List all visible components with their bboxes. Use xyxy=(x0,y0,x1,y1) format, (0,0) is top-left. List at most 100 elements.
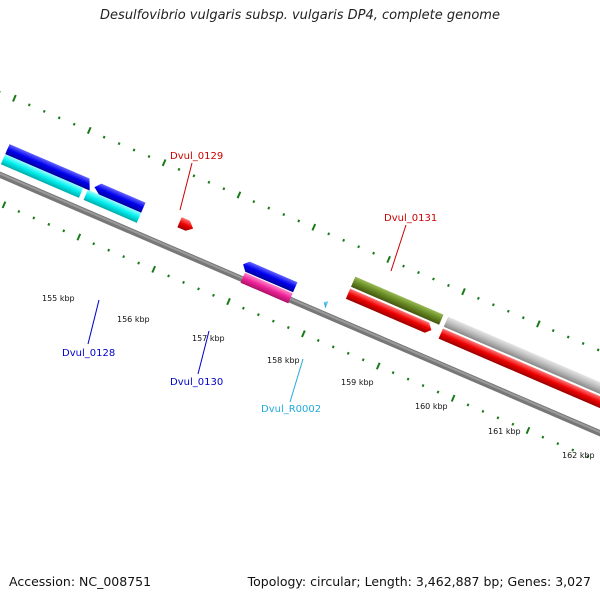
tick-label-155: 155 kbp xyxy=(42,294,75,303)
cyan-feature-b[interactable] xyxy=(83,189,142,223)
outer-scale-minor-tick xyxy=(566,335,570,339)
tick-label-159: 159 kbp xyxy=(341,378,374,387)
olive-feature[interactable] xyxy=(350,276,444,325)
outer-scale-minor-tick xyxy=(102,135,106,139)
outer-scale-minor-tick xyxy=(27,103,31,107)
outer-scale-minor-tick xyxy=(57,116,61,120)
outer-scale-minor-tick xyxy=(491,303,495,307)
outer-scale-minor-tick xyxy=(177,167,181,171)
inner-scale-major-tick xyxy=(151,265,156,273)
gene-dvul-r0002-feature[interactable] xyxy=(322,299,329,309)
leader-dvul-0131 xyxy=(390,224,407,272)
inner-scale-minor-tick xyxy=(212,293,215,297)
outer-scale-minor-tick xyxy=(342,238,346,242)
tick-label-160: 160 kbp xyxy=(415,402,448,411)
gene-dvul-0129-feature[interactable] xyxy=(177,217,195,233)
inner-scale-minor-tick xyxy=(421,384,425,388)
gene-label-dvul-r0002[interactable]: Dvul_R0002 xyxy=(261,404,321,415)
outer-scale-minor-tick xyxy=(521,316,525,320)
outer-scale-minor-tick xyxy=(432,277,435,281)
inner-scale-minor-tick xyxy=(32,216,36,220)
outer-scale-minor-tick xyxy=(147,154,151,159)
outer-scale-minor-tick xyxy=(117,142,121,146)
outer-scale-minor-tick xyxy=(207,180,211,184)
outer-scale-minor-tick xyxy=(506,309,510,313)
outer-scale-major-tick xyxy=(386,255,391,264)
outer-scale-minor-tick xyxy=(297,219,301,223)
tick-label-157: 157 kbp xyxy=(192,334,225,343)
leader-dvul-0128 xyxy=(87,299,100,345)
red-long-feature[interactable] xyxy=(438,328,600,418)
outer-scale-minor-tick xyxy=(596,348,600,352)
inner-scale-major-tick xyxy=(375,362,381,370)
gene-label-dvul-0129[interactable]: Dvul_0129 xyxy=(170,151,223,162)
inner-scale-minor-tick xyxy=(541,435,545,439)
outer-scale-major-tick xyxy=(461,288,466,296)
inner-scale-minor-tick xyxy=(481,409,485,413)
inner-scale-minor-tick xyxy=(466,403,470,407)
outer-scale-minor-tick xyxy=(327,232,331,236)
inner-scale-minor-tick xyxy=(92,242,96,246)
inner-scale-minor-tick xyxy=(316,338,320,342)
outer-scale-major-tick xyxy=(311,223,317,231)
grey-feature[interactable] xyxy=(443,316,600,406)
inner-scale-minor-tick xyxy=(256,313,260,317)
outer-scale-minor-tick xyxy=(581,341,585,346)
outer-scale-minor-tick xyxy=(282,212,286,217)
outer-scale-minor-tick xyxy=(447,283,450,287)
outer-scale-minor-tick xyxy=(0,90,1,94)
inner-scale-minor-tick xyxy=(391,371,395,375)
inner-scale-major-tick xyxy=(226,297,231,306)
inner-scale-minor-tick xyxy=(271,319,275,323)
map-title: Desulfovibrio vulgaris subsp. vulgaris D… xyxy=(100,8,500,23)
inner-scale-minor-tick xyxy=(286,326,290,330)
magenta-feature[interactable] xyxy=(240,272,293,304)
gene-dvul-0130-feature[interactable] xyxy=(241,260,298,293)
outer-scale-major-tick xyxy=(161,159,167,167)
outer-scale-minor-tick xyxy=(372,251,376,255)
inner-scale-minor-tick xyxy=(122,255,126,259)
inner-scale-minor-tick xyxy=(47,222,51,226)
outer-scale-minor-tick xyxy=(132,148,136,152)
outer-scale-minor-tick xyxy=(222,187,226,191)
outer-scale-major-tick xyxy=(12,94,17,102)
tick-label-156: 156 kbp xyxy=(117,315,150,324)
outer-scale-minor-tick xyxy=(476,296,480,300)
cyan-feature[interactable] xyxy=(0,154,84,198)
inner-scale-minor-tick xyxy=(17,209,21,214)
inner-scale-minor-tick xyxy=(496,416,500,420)
inner-scale-major-tick xyxy=(301,330,306,338)
inner-scale-minor-tick xyxy=(167,274,170,278)
tick-label-161: 161 kbp xyxy=(488,427,521,436)
leader-dvul-r0002 xyxy=(289,358,304,403)
outer-scale-minor-tick xyxy=(72,122,76,126)
outer-scale-minor-tick xyxy=(551,329,555,333)
gene-label-dvul-0130[interactable]: Dvul_0130 xyxy=(170,377,223,388)
inner-scale-minor-tick xyxy=(242,306,245,310)
outer-scale-major-tick xyxy=(86,126,92,135)
gene-dvul-0131-feature[interactable] xyxy=(345,288,434,335)
inner-scale-minor-tick xyxy=(556,442,560,446)
leader-dvul-0129 xyxy=(179,162,193,211)
outer-scale-major-tick xyxy=(536,320,541,328)
inner-scale-minor-tick xyxy=(436,390,440,394)
outer-scale-major-tick xyxy=(236,191,242,199)
gene-label-dvul-0128[interactable]: Dvul_0128 xyxy=(62,348,115,359)
inner-scale-minor-tick xyxy=(62,229,66,233)
outer-scale-minor-tick xyxy=(267,206,271,210)
gene-dvul-0128b-feature[interactable] xyxy=(92,182,146,213)
inner-scale-minor-tick xyxy=(346,351,350,355)
gene-label-dvul-0131[interactable]: Dvul_0131 xyxy=(384,213,437,224)
inner-scale-major-tick xyxy=(1,201,7,209)
tick-label-162: 162 kbp xyxy=(562,451,595,460)
outer-scale-minor-tick xyxy=(192,174,196,178)
inner-scale-track xyxy=(1,201,590,459)
inner-scale-minor-tick xyxy=(182,280,185,284)
inner-scale-minor-tick xyxy=(197,287,200,291)
inner-scale-major-tick xyxy=(450,394,456,402)
outer-scale-minor-tick xyxy=(252,200,256,204)
genome-summary-text: Topology: circular; Length: 3,462,887 bp… xyxy=(247,574,591,589)
gene-dvul-0128-feature[interactable] xyxy=(5,144,94,191)
inner-scale-minor-tick xyxy=(361,358,365,362)
